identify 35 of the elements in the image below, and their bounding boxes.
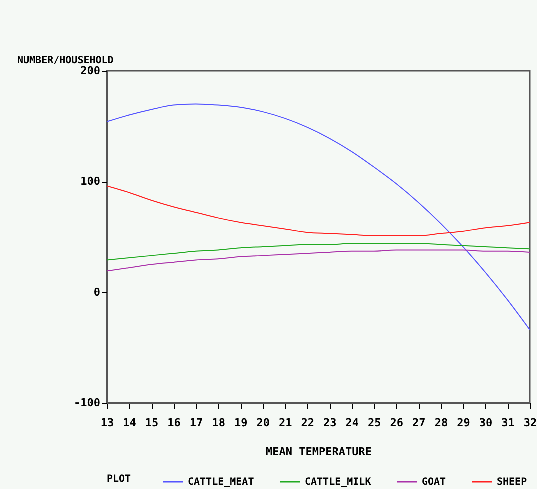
- x-tick-label: 13: [100, 416, 114, 430]
- x-tick-label: 15: [145, 416, 159, 430]
- x-tick-label: 29: [457, 416, 470, 430]
- x-tick-label: 31: [502, 416, 516, 430]
- y-tick-label: 0: [94, 286, 100, 299]
- x-axis-title: MEAN TEMPERATURE: [266, 446, 372, 458]
- x-tick-label: 27: [412, 416, 426, 430]
- line-series: [106, 104, 530, 330]
- x-tick-label: 22: [301, 416, 314, 430]
- x-tick-label: 26: [390, 416, 404, 430]
- x-tick-label: 16: [168, 416, 182, 430]
- x-tick-label: 24: [346, 416, 360, 430]
- x-tick-label: 17: [190, 416, 204, 430]
- x-tick-label: 19: [234, 416, 248, 430]
- x-tick-label: 28: [434, 416, 448, 430]
- x-tick-label: 21: [278, 416, 293, 430]
- y-tick-label: 100: [80, 175, 100, 188]
- x-tick-label: 23: [324, 416, 337, 430]
- legend-label: GOAT: [422, 477, 446, 488]
- x-tick-label: 32: [524, 416, 537, 430]
- line-series: [106, 243, 530, 261]
- y-tick-label: 200: [80, 64, 100, 78]
- y-axis-title: NUMBER/HOUSEHOLD: [18, 56, 114, 66]
- legend-label: CATTLE_MEAT: [188, 477, 254, 488]
- x-tick-label: 20: [256, 416, 270, 430]
- legend-label: CATTLE_MILK: [305, 477, 372, 488]
- legend-title: PLOT: [107, 474, 132, 485]
- x-tick-label: 18: [212, 416, 226, 430]
- x-tick-label: 25: [368, 416, 382, 430]
- x-tick-label: 30: [479, 416, 493, 430]
- line-series: [106, 186, 530, 236]
- y-tick-label: -100: [74, 396, 100, 410]
- legend-label: SHEEP: [497, 477, 528, 488]
- x-tick-label: 14: [123, 416, 137, 430]
- line-series: [106, 250, 530, 272]
